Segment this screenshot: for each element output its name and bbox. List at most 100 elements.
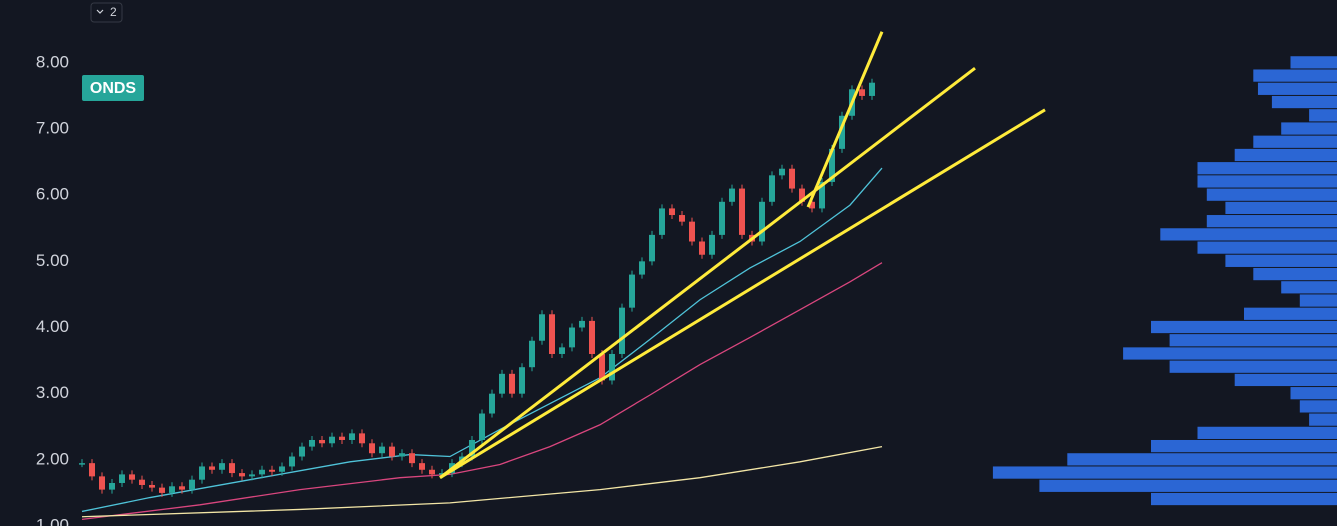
candle-body <box>589 320 595 354</box>
candle-body <box>819 181 825 209</box>
profile-bar <box>1151 492 1337 506</box>
candle-body <box>109 482 115 490</box>
candle-body <box>409 453 415 464</box>
candle-body <box>349 433 355 440</box>
y-tick-label: 1.00 <box>36 515 69 526</box>
candle-body <box>119 474 125 483</box>
candle-body <box>369 443 375 454</box>
candle-body <box>259 469 265 475</box>
profile-bar <box>1299 294 1337 307</box>
profile-bar <box>1309 109 1337 122</box>
candle-body <box>79 463 85 465</box>
candle-body <box>599 353 605 381</box>
profile-bar <box>1206 215 1337 228</box>
profile-bar <box>1039 479 1337 492</box>
candle-body <box>699 241 705 255</box>
profile-bar <box>1244 307 1337 320</box>
candle-body <box>129 474 135 480</box>
y-tick-label: 3.00 <box>36 383 69 402</box>
candle-body <box>739 188 745 235</box>
candle-body <box>339 436 345 440</box>
trend-line <box>806 31 884 208</box>
candle-body <box>759 201 765 242</box>
candle-body <box>189 479 195 490</box>
profile-bar <box>1253 69 1337 82</box>
candle-body <box>789 168 795 189</box>
profile-bar <box>1225 201 1337 215</box>
candle-body <box>469 439 475 457</box>
candle-body <box>219 463 225 470</box>
profile-bar <box>1271 95 1337 109</box>
candle-body <box>289 456 295 467</box>
candle-body <box>89 463 95 477</box>
candle-body <box>569 327 575 348</box>
profile-bar <box>1206 188 1337 201</box>
candle-body <box>329 436 335 444</box>
candle-body <box>609 353 615 381</box>
candle-body <box>669 208 675 216</box>
candle-body <box>149 484 155 488</box>
candle-body <box>659 208 665 235</box>
y-tick-label: 2.00 <box>36 449 69 468</box>
candle-body <box>379 446 385 454</box>
candle-body <box>829 148 835 182</box>
candle-body <box>639 261 645 275</box>
candle-body <box>419 463 425 470</box>
collapse-button[interactable] <box>90 2 123 23</box>
candle-body <box>299 446 305 457</box>
profile-bar <box>1197 241 1337 254</box>
profile-bar <box>1290 387 1337 400</box>
profile-bar <box>1253 135 1337 148</box>
profile-bar <box>1197 162 1337 175</box>
profile-bar <box>1160 228 1337 241</box>
collapse-count: 2 <box>110 5 117 19</box>
y-tick-label: 7.00 <box>36 119 69 138</box>
candle-body <box>839 115 845 149</box>
candle-body <box>169 486 175 493</box>
profile-bar <box>1067 453 1337 466</box>
candle-body <box>809 201 815 209</box>
candle-body <box>729 188 735 202</box>
chevron-icon <box>96 9 104 14</box>
candle-body <box>529 340 535 368</box>
trend-line <box>439 108 1046 479</box>
candle-body <box>239 473 245 477</box>
profile-bar <box>1225 254 1337 267</box>
candle-body <box>139 479 145 485</box>
candle-body <box>209 466 215 470</box>
profile-bar <box>1299 400 1337 413</box>
profile-bar <box>1309 413 1337 426</box>
candle-body <box>249 474 255 477</box>
candle-body <box>499 373 505 394</box>
profile-bar <box>1234 373 1337 387</box>
candle-body <box>679 215 685 222</box>
profile-bar <box>1290 56 1337 69</box>
profile-bar <box>992 466 1337 479</box>
candle-body <box>159 487 165 493</box>
candle-body <box>179 486 185 490</box>
candle-body <box>429 469 435 475</box>
candle-body <box>399 453 405 457</box>
candle-body <box>509 373 515 394</box>
moving-average <box>81 445 883 518</box>
candle-body <box>539 314 545 341</box>
moving-average <box>81 262 883 521</box>
profile-bar <box>1257 82 1337 95</box>
profile-bar <box>1151 320 1337 334</box>
candle-body <box>559 347 565 354</box>
y-tick-label: 6.00 <box>36 185 69 204</box>
candle-body <box>579 320 585 328</box>
candle-body <box>489 393 495 414</box>
candle-body <box>689 221 695 242</box>
profile-bar <box>1197 175 1337 188</box>
profile-bar <box>1253 267 1337 281</box>
candle-body <box>649 234 655 262</box>
candle-body <box>389 446 395 457</box>
candle-body <box>519 367 525 394</box>
y-tick-label: 5.00 <box>36 251 69 270</box>
profile-bar <box>1169 334 1337 347</box>
y-tick-label: 4.00 <box>36 317 69 336</box>
candle-body <box>869 82 875 96</box>
candle-body <box>709 234 715 255</box>
